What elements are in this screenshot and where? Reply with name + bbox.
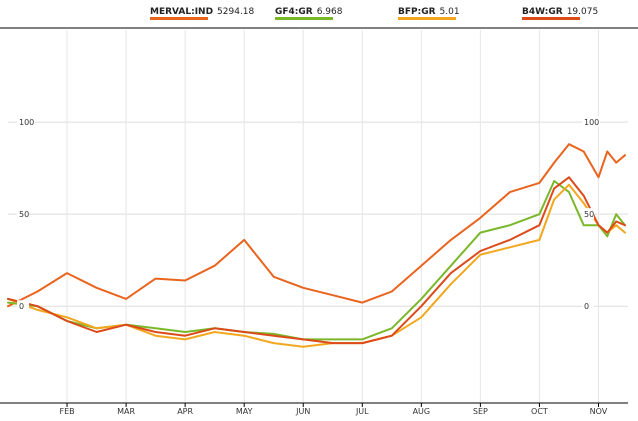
- legend-swatch: [150, 17, 208, 20]
- legend: MERVAL:IND 5294.18 GF4:GR 6.968 BFP:GR 5.01 B4…: [150, 7, 598, 20]
- x-tick-label: AUG: [413, 407, 431, 416]
- x-tick-label: MAR: [117, 407, 135, 416]
- legend-series-value: 6.968: [317, 7, 343, 17]
- y-label-bg: [17, 208, 29, 220]
- y-tick-label-right: 50: [584, 210, 594, 219]
- x-tick-label: MAY: [236, 407, 253, 416]
- y-label-bg: [582, 116, 600, 128]
- x-tick-label: NOV: [590, 407, 608, 416]
- series-line-gf4-gr: [7, 180, 626, 341]
- legend-swatch: [275, 17, 333, 20]
- series-lines: [7, 143, 626, 348]
- series-line-merval-ind: [7, 143, 626, 308]
- legend-series-value: 19.075: [567, 7, 599, 17]
- series-line-bfp-gr: [7, 183, 626, 348]
- y-tick-label-right: 0: [584, 302, 589, 311]
- y-tick-label-right: 100: [584, 118, 599, 127]
- legend-entry: MERVAL:IND 5294.18: [150, 7, 255, 17]
- x-axis: FEB MAR APR MAY JUN JUL AUG SEP OCT NOV: [59, 403, 608, 416]
- legend-entry: B4W:GR 19.075: [522, 7, 598, 17]
- legend-entry: BFP:GR 5.01: [398, 7, 460, 17]
- x-tick-label: JUL: [355, 407, 369, 416]
- legend-series-name: GF4:GR: [275, 7, 313, 17]
- y-tick-label-left: 100: [19, 118, 34, 127]
- y-tick-label-left: 50: [19, 210, 29, 219]
- legend-swatch: [522, 17, 580, 20]
- x-tick-label: JUN: [295, 407, 310, 416]
- x-tick-label: SEP: [473, 407, 488, 416]
- y-label-bg: [17, 116, 35, 128]
- x-tick-label: APR: [177, 407, 193, 416]
- x-tick-label: FEB: [59, 407, 74, 416]
- y-label-bg: [17, 300, 29, 312]
- y-tick-label-left: 0: [19, 302, 24, 311]
- legend-series-name: B4W:GR: [522, 7, 563, 17]
- x-tick-label: OCT: [531, 407, 548, 416]
- legend-series-name: BFP:GR: [398, 7, 436, 17]
- legend-series-value: 5294.18: [217, 7, 254, 17]
- series-line-b4w-gr: [7, 176, 626, 345]
- legend-swatch: [398, 17, 456, 20]
- y-label-bg: [582, 300, 594, 312]
- legend-series-value: 5.01: [440, 7, 460, 17]
- grid: [8, 30, 628, 402]
- legend-series-name: MERVAL:IND: [150, 7, 213, 17]
- legend-entry: GF4:GR 6.968: [275, 7, 343, 17]
- y-axis: 100 100 50 50 0 0: [17, 116, 600, 312]
- y-label-bg: [582, 208, 594, 220]
